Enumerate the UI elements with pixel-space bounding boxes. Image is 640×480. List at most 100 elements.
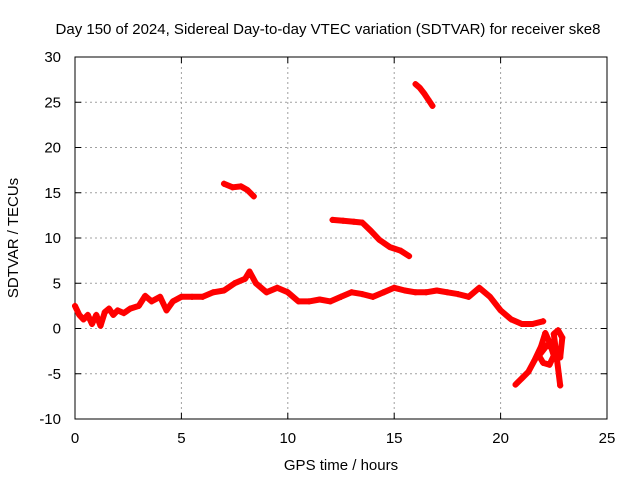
data-point (546, 361, 553, 368)
y-tick-label: -10 (39, 411, 61, 428)
data-point (359, 219, 366, 226)
data-point (127, 305, 134, 312)
data-point (210, 289, 217, 296)
data-point (106, 305, 113, 312)
data-point (508, 316, 515, 323)
grid-lines (75, 57, 607, 419)
data-point (555, 327, 562, 334)
data-point (380, 289, 387, 296)
data-point (306, 298, 313, 305)
y-tick-label: 10 (44, 230, 61, 247)
y-tick-label: -5 (48, 366, 61, 383)
chart-title: Day 150 of 2024, Sidereal Day-to-day VTE… (56, 21, 601, 38)
data-point (274, 284, 281, 291)
data-point (557, 382, 564, 389)
data-point (135, 302, 142, 309)
data-point (93, 311, 100, 318)
data-point (552, 348, 559, 355)
data-point (525, 368, 532, 375)
data-point (348, 289, 355, 296)
y-tick-label: 20 (44, 140, 61, 157)
data-point (406, 253, 413, 260)
data-point (397, 247, 404, 254)
data-point (316, 296, 323, 303)
data-point (97, 322, 104, 329)
data-point (242, 275, 249, 282)
data-point (220, 180, 227, 187)
data-point (538, 343, 545, 350)
data-point (76, 311, 83, 318)
data-point (497, 307, 504, 314)
x-tick-label: 0 (71, 430, 79, 447)
data-point (231, 280, 238, 287)
data-point (550, 330, 557, 337)
data-point (148, 298, 155, 305)
data-point (229, 184, 236, 191)
data-point (284, 289, 291, 296)
data-point (72, 302, 78, 309)
data-point (518, 320, 525, 327)
data-point (163, 307, 170, 314)
data-point (557, 354, 564, 361)
data-point (455, 291, 462, 298)
y-tick-labels: -10 -5 0 5 10 15 20 25 30 (39, 49, 61, 428)
data-point (412, 81, 419, 88)
data-point (518, 375, 525, 382)
x-tick-label: 5 (177, 430, 185, 447)
data-point (89, 320, 96, 327)
y-tick-label: 5 (53, 275, 61, 292)
x-axis-label: GPS time / hours (284, 457, 398, 474)
data-point (420, 90, 427, 97)
data-point (120, 310, 127, 317)
data-point (444, 289, 451, 296)
data-point (386, 244, 393, 251)
y-tick-label: 0 (53, 321, 61, 338)
data-point (189, 293, 196, 300)
data-point (476, 284, 483, 291)
data-point (465, 293, 472, 300)
data-point (367, 227, 374, 234)
data-point (169, 298, 176, 305)
data-point (540, 318, 547, 325)
data-point (157, 293, 164, 300)
data-point (559, 334, 566, 341)
data-point (142, 292, 149, 299)
data-series (72, 81, 566, 389)
data-point (263, 289, 270, 296)
data-point (544, 341, 551, 348)
data-point (340, 217, 347, 224)
data-point (540, 359, 547, 366)
data-point (246, 268, 253, 275)
data-point (80, 316, 87, 323)
data-point (486, 293, 493, 300)
y-tick-label: 15 (44, 185, 61, 202)
data-point (178, 293, 185, 300)
x-tick-label: 20 (492, 430, 509, 447)
data-point (244, 187, 251, 194)
x-tick-labels: 0 5 10 15 20 25 (71, 430, 616, 447)
data-point (391, 284, 398, 291)
data-point (425, 96, 432, 103)
data-point (338, 293, 344, 300)
data-point (250, 193, 257, 200)
data-point (535, 352, 542, 359)
data-point (376, 236, 383, 243)
axis-ticks (74, 56, 608, 420)
x-tick-label: 15 (386, 430, 403, 447)
y-axis-label: SDTVAR / TECUs (5, 178, 22, 298)
data-point (531, 357, 538, 364)
y-tick-label: 25 (44, 94, 61, 111)
data-point (401, 287, 408, 294)
data-point (359, 291, 366, 298)
data-point (329, 216, 336, 223)
data-point (110, 311, 117, 318)
data-point (114, 307, 121, 314)
x-tick-label: 10 (279, 430, 296, 447)
data-point (412, 289, 419, 296)
data-point (423, 289, 430, 296)
data-point (433, 287, 440, 294)
data-point (542, 330, 549, 337)
data-point (512, 381, 519, 388)
data-point (220, 287, 227, 294)
